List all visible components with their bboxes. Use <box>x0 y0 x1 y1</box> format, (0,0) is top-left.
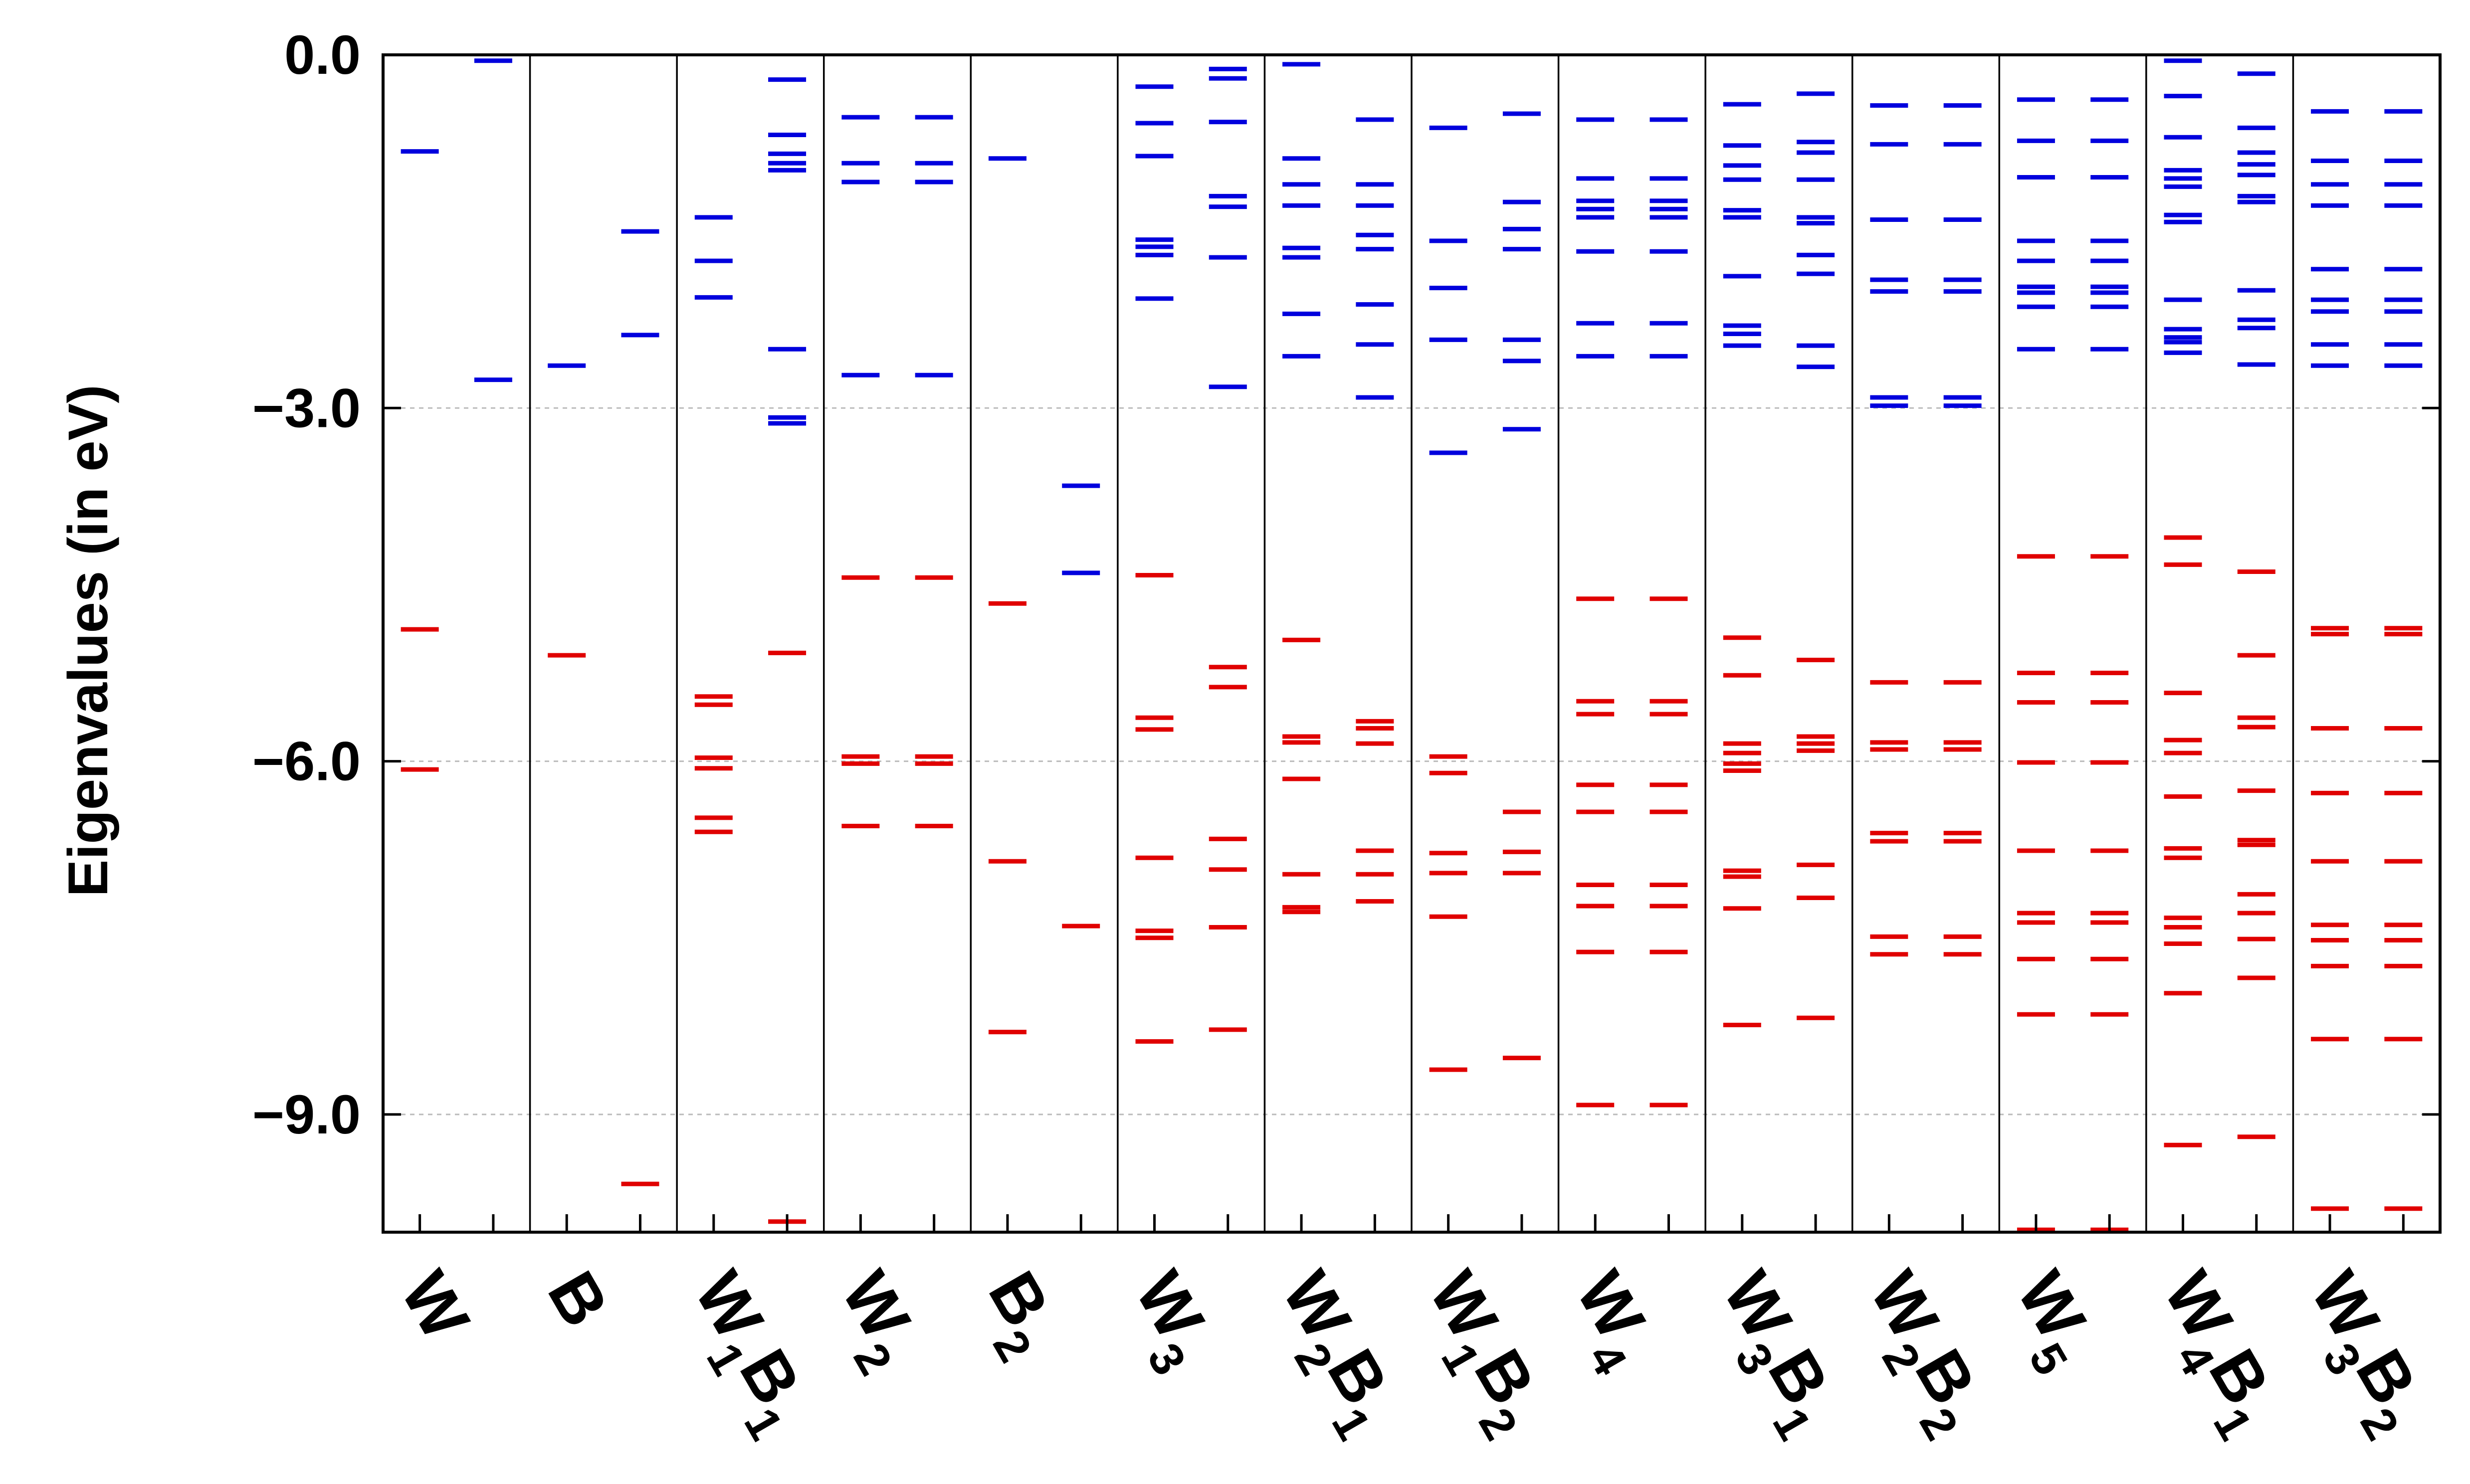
category-label-main: W <box>1268 1259 1366 1352</box>
category-label-main: W <box>1415 1259 1512 1352</box>
category-label: B2 <box>958 1259 1077 1371</box>
y-tick-labels: 0.0 −3.0 −6.0 −9.0 <box>252 24 361 1145</box>
category-label: W3B2 <box>2281 1259 2445 1449</box>
category-label: W2 <box>812 1259 938 1384</box>
column-dividers <box>529 55 2294 1232</box>
category-label-main: W <box>1121 1259 1219 1352</box>
category-label: W4 <box>1546 1259 1672 1384</box>
category-label: W3 <box>1105 1259 1232 1384</box>
category-label: B <box>534 1259 623 1339</box>
category-label-main: W <box>2297 1259 2394 1352</box>
category-label: W2B2 <box>1840 1259 2004 1449</box>
y-tick-label: −6.0 <box>252 731 361 792</box>
category-label-main: W <box>1562 1259 1659 1352</box>
category-label-main: W <box>2003 1259 2100 1352</box>
category-label: W1B1 <box>664 1259 828 1449</box>
y-axis-title: Eigenvalues (in eV) <box>57 385 119 897</box>
category-label-main: W <box>680 1259 778 1352</box>
category-label: W1B2 <box>1399 1259 1563 1449</box>
category-label-main: W <box>387 1259 484 1352</box>
category-label: W4B1 <box>2134 1259 2297 1449</box>
grid-lines <box>383 407 2440 1115</box>
plot-frame <box>382 53 2442 1234</box>
energy-levels <box>401 58 2423 1232</box>
category-label-main: B <box>534 1259 623 1339</box>
category-label: W <box>387 1259 484 1352</box>
category-label: W2B1 <box>1252 1259 1416 1449</box>
y-tick-label: 0.0 <box>284 24 361 86</box>
category-label-main: W <box>1856 1259 1953 1352</box>
y-tick-label: −9.0 <box>252 1084 361 1145</box>
category-label: W3B1 <box>1693 1259 1856 1449</box>
category-label-main: W <box>2150 1259 2247 1352</box>
category-label-main: W <box>827 1259 925 1352</box>
category-label: W5 <box>1987 1259 2113 1384</box>
category-label-main: W <box>1709 1259 1806 1352</box>
y-tick-label: −3.0 <box>252 377 361 439</box>
